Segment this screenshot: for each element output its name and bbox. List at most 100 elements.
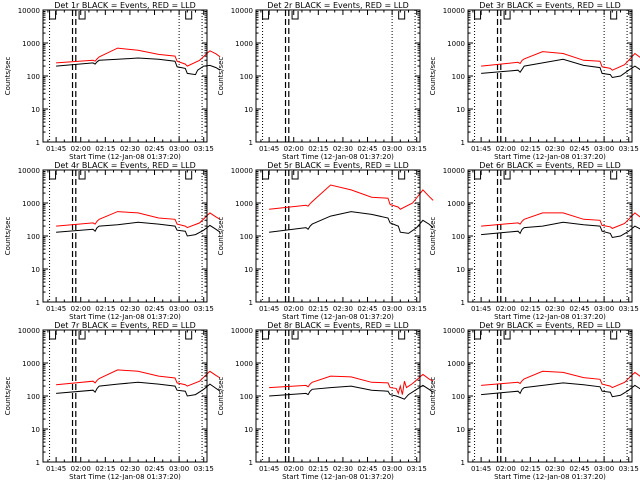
y-axis-label: Counts/sec bbox=[429, 377, 437, 416]
events-series-line bbox=[269, 211, 434, 234]
x-axis-label: Start Time (12-Jan-08 01:37:20) bbox=[494, 153, 606, 161]
flag-marker bbox=[474, 11, 482, 20]
panel-5: Det 5r BLACK = Events, RED = LLD 1 10 100 10… bbox=[217, 161, 434, 321]
panel-9: Det 9r BLACK = Events, RED = LLD 1 10 100 10… bbox=[429, 321, 640, 480]
flag-marker bbox=[291, 11, 299, 20]
panel-title: Det 8r BLACK = Events, RED = LLD bbox=[267, 321, 409, 330]
x-tick-label: 03:00 bbox=[169, 465, 189, 473]
x-axis-label: Start Time (12-Jan-08 01:37:20) bbox=[69, 313, 181, 321]
x-tick-label: 02:45 bbox=[569, 305, 589, 313]
x-tick-label: 03:15 bbox=[407, 145, 427, 153]
y-tick-label: 10000 bbox=[443, 167, 465, 175]
flag-marker bbox=[503, 331, 511, 340]
x-tick-label: 03:00 bbox=[594, 145, 614, 153]
flag-marker bbox=[78, 331, 86, 340]
x-tick-label: 02:45 bbox=[144, 305, 164, 313]
x-axis-label: Start Time (12-Jan-08 01:37:20) bbox=[282, 473, 394, 480]
x-tick-label: 03:00 bbox=[382, 305, 402, 313]
lld-series-line bbox=[481, 212, 640, 229]
plot-frame bbox=[42, 329, 208, 463]
x-tick-label: 03:00 bbox=[169, 305, 189, 313]
x-tick-label: 02:45 bbox=[144, 145, 164, 153]
x-tick-label: 02:45 bbox=[357, 465, 377, 473]
x-axis-label: Start Time (12-Jan-08 01:37:20) bbox=[282, 153, 394, 161]
y-tick-label: 10 bbox=[244, 426, 253, 434]
y-tick-label: 10 bbox=[456, 426, 465, 434]
y-tick-label: 100 bbox=[452, 393, 465, 401]
x-tick-label: 02:00 bbox=[496, 465, 516, 473]
y-tick-label: 10000 bbox=[443, 327, 465, 335]
flag-marker bbox=[503, 171, 511, 180]
panel-4: Det 4r BLACK = Events, RED = LLD 1 10 100 10… bbox=[4, 161, 221, 321]
x-tick-label: 02:15 bbox=[520, 145, 540, 153]
plot-frame bbox=[255, 9, 421, 143]
y-tick-label: 1 bbox=[249, 299, 253, 307]
lld-series-line bbox=[481, 370, 640, 389]
x-tick-label: 01:45 bbox=[46, 465, 66, 473]
flag-marker bbox=[185, 171, 193, 180]
y-tick-label: 1000 bbox=[22, 200, 40, 208]
y-tick-label: 10 bbox=[31, 106, 40, 114]
y-tick-label: 1000 bbox=[22, 360, 40, 368]
plot-frame bbox=[255, 169, 421, 303]
x-tick-label: 02:30 bbox=[333, 305, 353, 313]
y-tick-label: 100 bbox=[240, 73, 253, 81]
x-axis-label: Start Time (12-Jan-08 01:37:20) bbox=[494, 473, 606, 480]
x-tick-label: 03:15 bbox=[194, 305, 214, 313]
y-tick-label: 1 bbox=[461, 299, 465, 307]
x-tick-label: 02:30 bbox=[333, 465, 353, 473]
y-tick-label: 10000 bbox=[18, 7, 40, 15]
events-series-line bbox=[481, 221, 640, 239]
x-tick-label: 03:15 bbox=[194, 465, 214, 473]
x-tick-label: 03:15 bbox=[407, 305, 427, 313]
x-tick-label: 02:30 bbox=[545, 305, 565, 313]
y-tick-label: 100 bbox=[240, 233, 253, 241]
x-axis-label: Start Time (12-Jan-08 01:37:20) bbox=[282, 313, 394, 321]
x-tick-label: 03:15 bbox=[194, 145, 214, 153]
flag-marker bbox=[262, 11, 270, 20]
x-tick-label: 02:00 bbox=[71, 305, 91, 313]
flag-marker bbox=[262, 331, 270, 340]
panel-title: Det 6r BLACK = Events, RED = LLD bbox=[479, 161, 621, 170]
x-tick-label: 02:00 bbox=[284, 465, 304, 473]
y-tick-label: 100 bbox=[452, 73, 465, 81]
y-tick-label: 1 bbox=[461, 459, 465, 467]
x-tick-label: 02:30 bbox=[333, 145, 353, 153]
x-axis-label: Start Time (12-Jan-08 01:37:20) bbox=[69, 153, 181, 161]
y-tick-label: 1 bbox=[36, 459, 40, 467]
y-axis-label: Counts/sec bbox=[217, 57, 225, 96]
x-axis-label: Start Time (12-Jan-08 01:37:20) bbox=[69, 473, 181, 480]
flag-marker bbox=[185, 11, 193, 20]
x-tick-label: 03:15 bbox=[619, 465, 639, 473]
x-tick-label: 03:00 bbox=[382, 465, 402, 473]
y-tick-label: 1 bbox=[36, 139, 40, 147]
x-tick-label: 02:00 bbox=[496, 145, 516, 153]
y-tick-label: 10000 bbox=[231, 327, 253, 335]
flag-marker bbox=[474, 171, 482, 180]
lld-series-line bbox=[56, 47, 221, 67]
y-tick-label: 100 bbox=[27, 73, 40, 81]
plot-frame bbox=[42, 9, 208, 143]
x-tick-label: 02:45 bbox=[357, 145, 377, 153]
panel-2: Det 2r BLACK = Events, RED = LLD 1 10 100 10… bbox=[217, 1, 427, 161]
flag-marker bbox=[610, 171, 618, 180]
flag-marker bbox=[262, 171, 270, 180]
y-tick-label: 10000 bbox=[231, 7, 253, 15]
x-tick-label: 02:00 bbox=[284, 305, 304, 313]
x-tick-label: 02:30 bbox=[120, 305, 140, 313]
y-axis-label: Counts/sec bbox=[4, 377, 12, 416]
y-tick-label: 1 bbox=[249, 459, 253, 467]
y-axis-label: Counts/sec bbox=[4, 57, 12, 96]
y-tick-label: 1000 bbox=[447, 360, 465, 368]
panel-title: Det 2r BLACK = Events, RED = LLD bbox=[267, 1, 409, 10]
x-tick-label: 01:45 bbox=[259, 465, 279, 473]
x-tick-label: 01:45 bbox=[471, 305, 491, 313]
y-tick-label: 1000 bbox=[447, 40, 465, 48]
y-tick-label: 1000 bbox=[447, 200, 465, 208]
flag-marker bbox=[474, 331, 482, 340]
x-tick-label: 03:15 bbox=[407, 465, 427, 473]
x-tick-label: 02:30 bbox=[120, 465, 140, 473]
flag-marker bbox=[49, 171, 57, 180]
x-tick-label: 02:15 bbox=[95, 145, 115, 153]
